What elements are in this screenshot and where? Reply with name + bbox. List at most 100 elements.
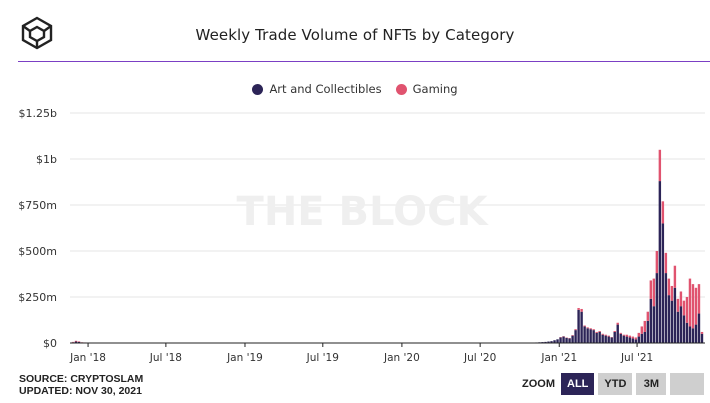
bar-art [643,331,647,343]
bar-art [568,338,571,343]
bar-art [694,324,698,343]
bar-art [604,335,607,343]
bar-gaming [646,311,650,321]
bar-gaming [625,334,628,337]
legend-swatch-gaming-icon [395,83,407,95]
legend-swatch-art-icon [252,83,264,95]
bar-art [622,335,625,343]
bar-art [553,340,556,343]
zoom-all-button[interactable]: ALL [561,373,595,395]
bar-art [637,336,640,343]
bar-art [580,311,583,343]
y-axis-labels: $0 $250m $500m $750m $1b $1.25b [18,107,57,350]
zoom-ytd-button[interactable]: YTD [598,373,633,395]
bar-gaming [586,327,589,329]
bar-gaming [658,149,662,182]
bar-art [565,337,568,343]
bar-art [583,326,586,343]
bar-art [646,320,650,343]
x-tick-label: Jul '19 [306,352,339,364]
bar-art [601,334,604,343]
bar-art [655,273,659,343]
zoom-blank-button[interactable] [670,373,705,395]
bar-gaming [682,300,686,316]
legend-item-gaming[interactable]: Gaming [395,82,458,96]
bar-art [571,335,574,343]
zoom-label: ZOOM [522,378,555,390]
legend: Art and Collectibles Gaming [0,82,710,96]
bar-gaming [577,308,580,310]
x-tick-label: Jan '20 [383,352,420,364]
bar-gaming [676,298,680,312]
bar-art [598,331,601,343]
bar-gaming [613,331,616,332]
updated-text: UPDATED: NOV 30, 2021 [19,385,142,397]
y-tick-label: $1.25b [19,107,57,120]
bar-gaming [634,337,637,340]
source-text: SOURCE: CRYPTOSLAM [19,373,144,385]
bar-gaming [652,278,656,307]
bar-gaming [583,325,586,327]
bar-gaming [616,322,619,325]
x-tick-label: Jul '18 [149,352,182,364]
zoom-controls: ZOOM ALL YTD 3M [522,373,705,395]
legend-item-art[interactable]: Art and Collectibles [252,82,382,96]
y-tick-label: $1b [36,153,57,166]
bar-gaming [688,278,692,327]
bar-art [679,306,683,343]
bar-gaming [685,297,689,323]
bar-art [631,338,634,343]
footer: SOURCE: CRYPTOSLAM UPDATED: NOV 30, 2021 [19,373,143,397]
bar-gaming [670,285,674,301]
bar-art [628,337,631,343]
bar-gaming [667,278,671,296]
x-tick-label: Jan '19 [226,352,263,364]
bar-gaming [595,331,598,333]
watermark: THE BLOCK [237,189,490,235]
x-tick-label: Jul '21 [620,352,653,364]
y-tick-label: $750m [18,199,57,212]
bar-art [619,333,622,343]
y-tick-label: $250m [18,291,57,304]
bar-art [664,273,668,343]
bar-gaming [598,331,601,332]
header-divider [18,61,710,62]
bar-art [607,336,610,343]
bar-gaming [649,280,653,299]
zoom-3m-button[interactable]: 3M [636,373,667,395]
bar-art [634,339,637,343]
bar-gaming [601,333,604,335]
bar-art [691,328,695,343]
bar-art [77,341,81,343]
bar-art [574,330,577,343]
bar-art [613,331,616,343]
bar-art [676,311,680,343]
bar-art [547,341,550,343]
bar-art [670,300,674,343]
bar-art [700,333,704,343]
bar-art [697,313,701,343]
bar-gaming [691,284,695,329]
bars [71,149,704,343]
bar-gaming [655,251,659,274]
bar-gaming [637,332,640,337]
y-tick-label: $0 [43,337,57,350]
legend-label-gaming: Gaming [412,82,458,96]
bar-gaming [673,265,677,288]
bar-art [640,333,644,343]
bar-gaming [589,328,592,330]
chart-title: Weekly Trade Volume of NFTs by Category [195,26,515,44]
legend-label-art: Art and Collectibles [269,82,382,96]
bar-gaming [592,329,595,331]
bar-art [74,341,78,343]
bar-art [589,329,592,343]
bar-art [682,315,686,343]
bar-gaming [580,308,583,312]
bar-gaming [697,284,701,314]
bar-gaming [679,291,683,307]
the-block-logo-icon [21,16,53,50]
bar-art [673,287,677,343]
bar-art [586,328,589,343]
bar-art [559,337,562,343]
bar-art [616,324,619,343]
